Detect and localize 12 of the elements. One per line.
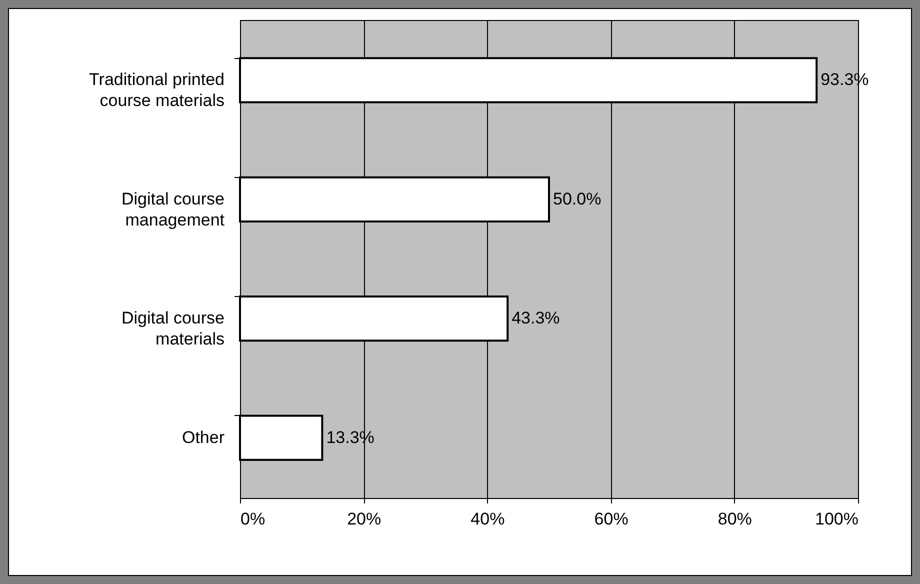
y-tick-label: Traditional printed course materials: [89, 70, 224, 110]
x-tick-label: 20%: [347, 510, 382, 528]
x-tick-label: 40%: [470, 510, 505, 528]
y-tick-label: Digital course management: [122, 189, 225, 230]
data-label: 50.0%: [553, 189, 602, 208]
data-label: 43.3%: [512, 308, 560, 328]
y-tick-label: Other: [182, 428, 225, 447]
x-tick-label: 100%: [815, 510, 858, 528]
y-tick-label: Digital course materials: [122, 308, 224, 349]
x-tick-label: 0%: [240, 510, 266, 528]
x-tick-label: 80%: [718, 510, 752, 528]
x-tick-label: 60%: [594, 510, 628, 528]
